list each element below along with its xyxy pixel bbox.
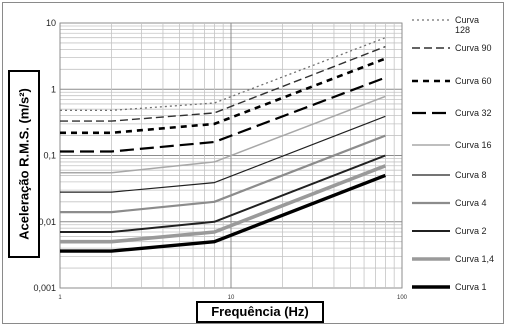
x-tick-label: 10 xyxy=(228,295,235,301)
series-lines xyxy=(60,37,387,253)
series-line xyxy=(60,57,386,135)
legend-label: Curva 32 xyxy=(455,108,492,118)
series-line xyxy=(60,45,386,122)
y-tick-label: 1 xyxy=(51,84,56,94)
series-line xyxy=(60,115,386,193)
series-line xyxy=(60,76,386,153)
legend-label: Curva 16 xyxy=(455,140,492,150)
x-axis-title-box: Frequência (Hz) xyxy=(196,301,324,323)
legend-label: Curva 8 xyxy=(455,170,487,180)
x-axis-title: Frequência (Hz) xyxy=(211,304,309,319)
series-line xyxy=(60,134,386,214)
legend-label: Curva xyxy=(455,15,479,25)
series-line xyxy=(60,95,386,174)
legend-label-line2: 128 xyxy=(455,25,470,35)
legend-label: Curva 90 xyxy=(455,43,492,53)
x-tick-label: 1 xyxy=(58,295,62,301)
x-tick-label: 100 xyxy=(397,295,408,301)
series-line xyxy=(60,164,387,244)
series-line xyxy=(60,154,386,233)
legend-label: Curva 1 xyxy=(455,282,487,292)
legend-label: Curva 2 xyxy=(455,226,487,236)
series-line xyxy=(60,37,386,112)
y-tick-label: 0,001 xyxy=(33,283,56,293)
legend-label: Curva 1,4 xyxy=(455,254,494,264)
tick-labels: 0,001 0,01 0,1 1 10 1 10 100 xyxy=(33,18,407,301)
y-tick-label: 10 xyxy=(46,18,56,28)
series-line xyxy=(60,173,387,253)
y-axis-title: Aceleração R.M.S. (m/s²) xyxy=(16,88,32,240)
y-tick-label: 0,1 xyxy=(43,151,56,161)
legend-label: Curva 4 xyxy=(455,198,487,208)
legend-label: Curva 60 xyxy=(455,76,492,86)
y-tick-label: 0,01 xyxy=(38,217,56,227)
y-axis-title-box: Aceleração R.M.S. (m/s²) xyxy=(8,70,40,258)
